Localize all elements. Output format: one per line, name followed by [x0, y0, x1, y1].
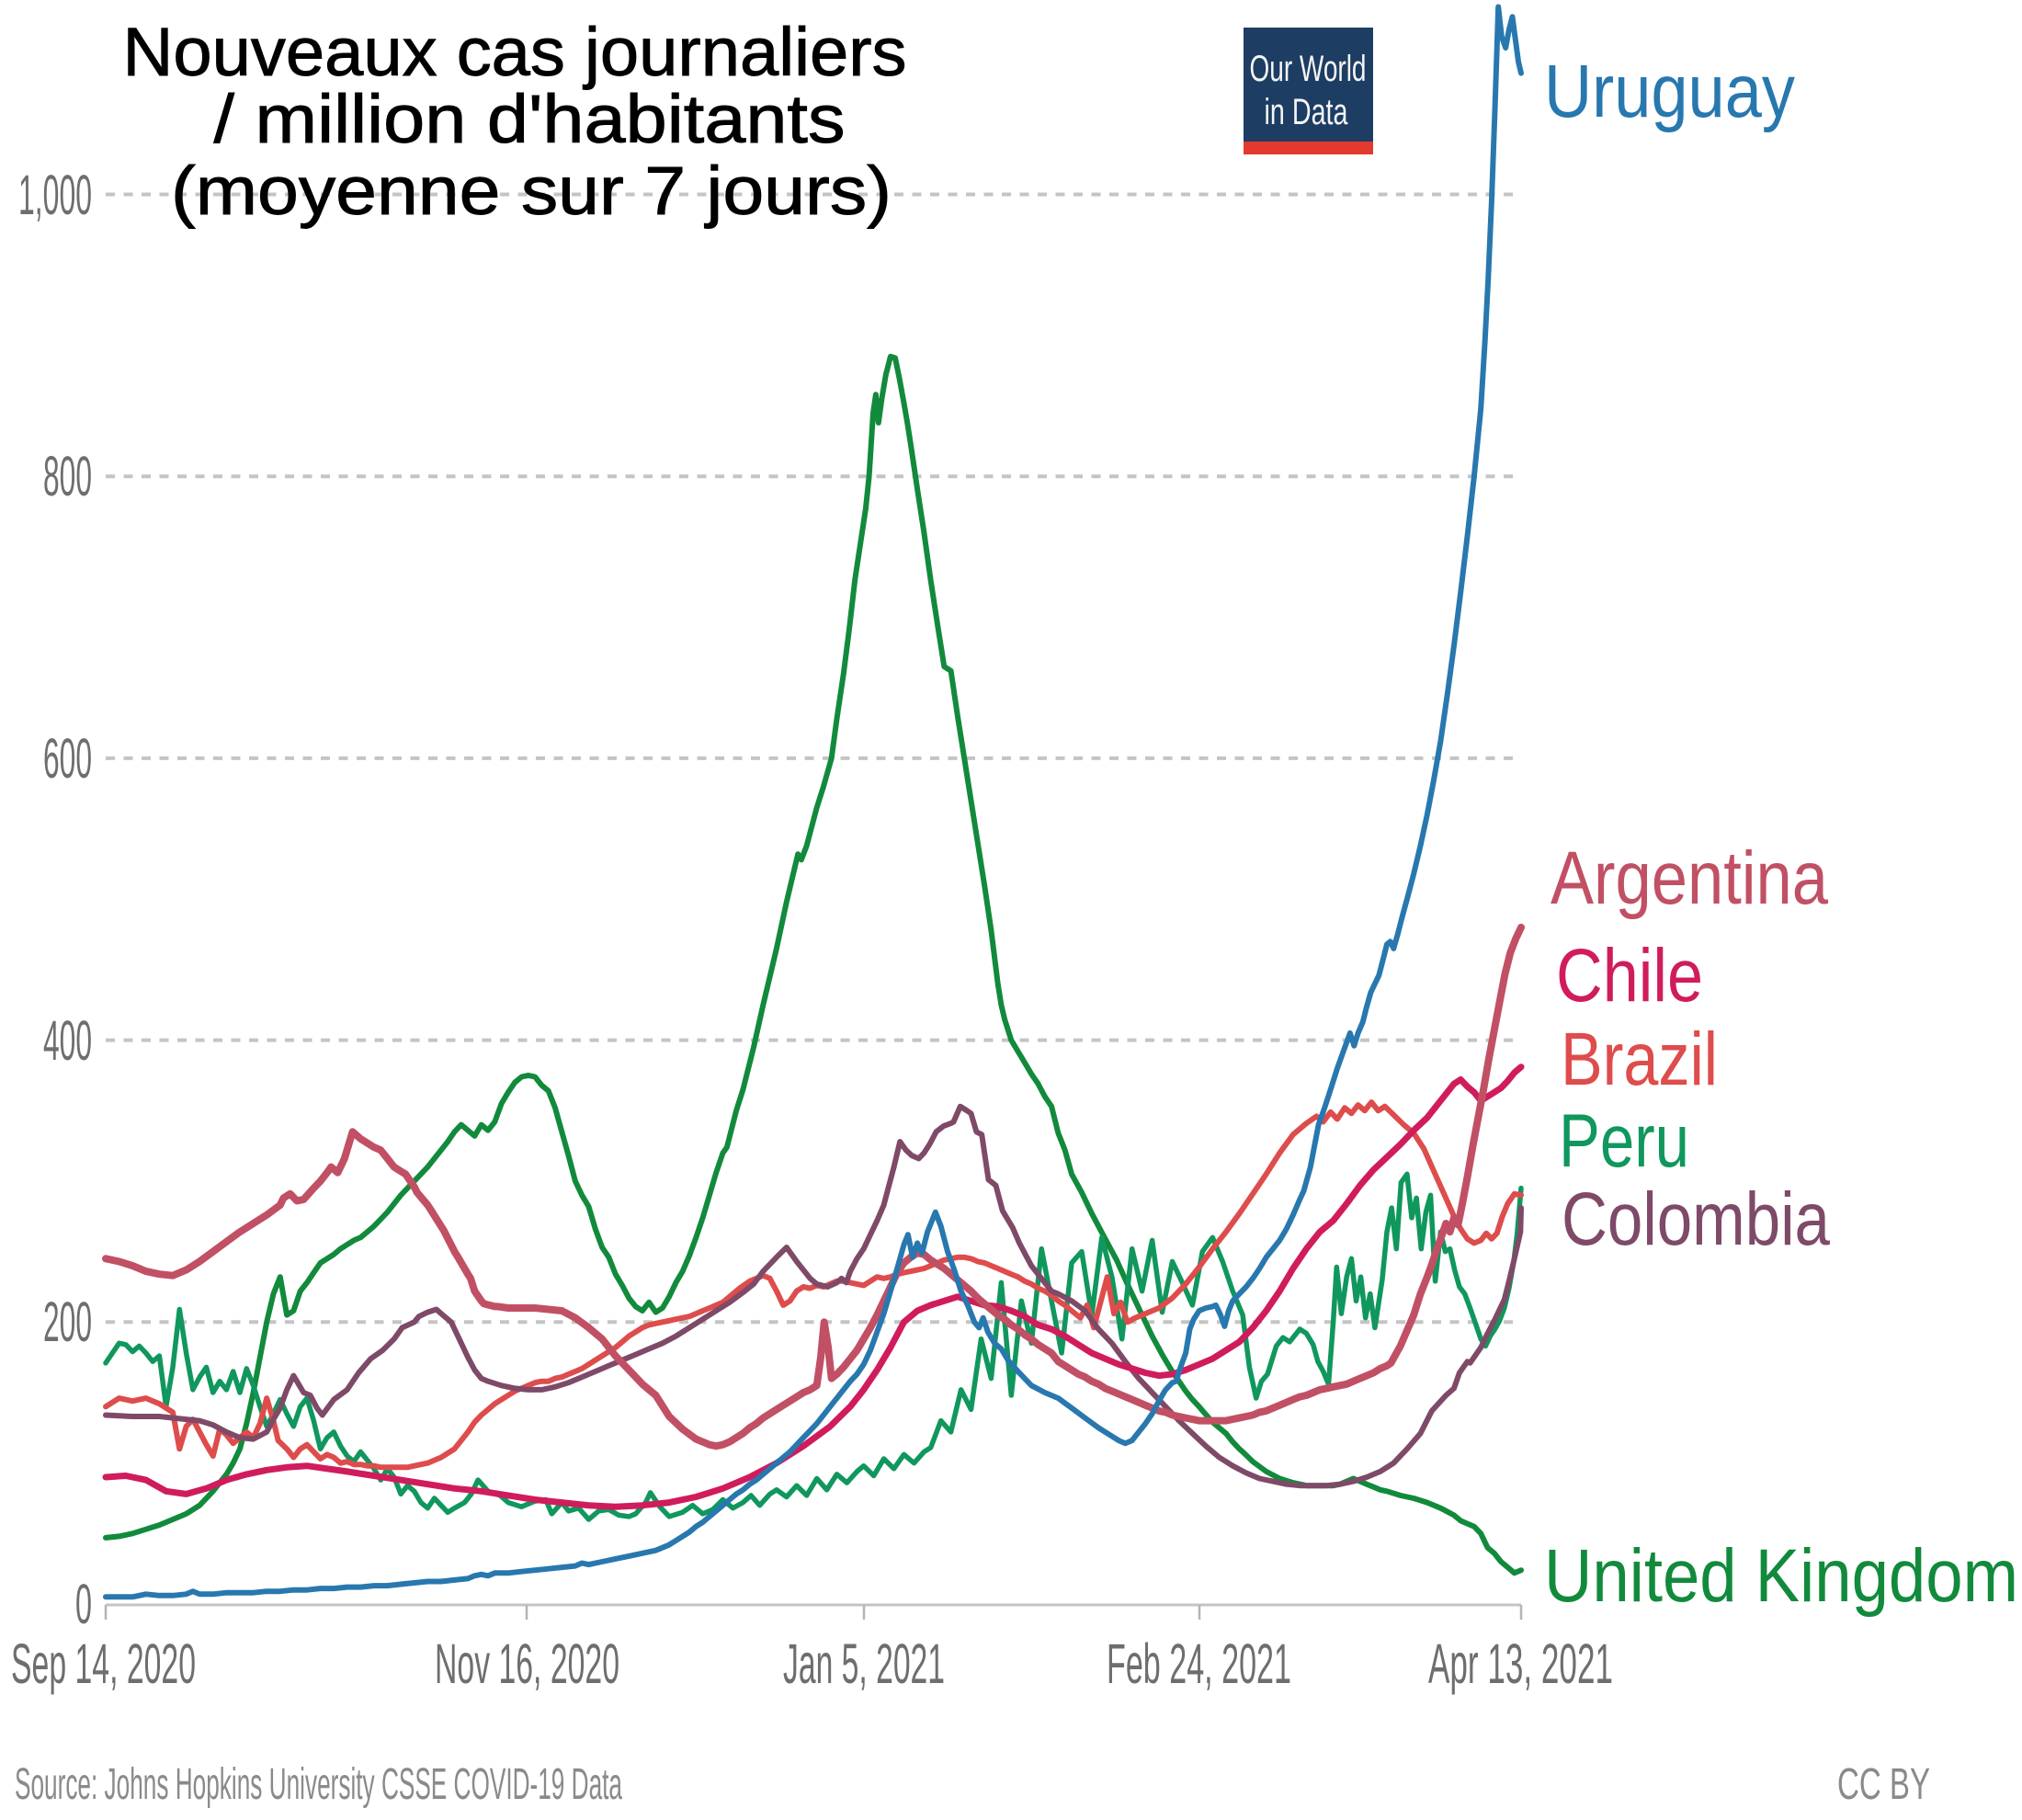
svg-text:Nov 16, 2020: Nov 16, 2020: [435, 1632, 619, 1695]
svg-text:(moyenne sur 7 jours): (moyenne sur 7 jours): [171, 153, 892, 229]
svg-text:Jan 5, 2021: Jan 5, 2021: [783, 1632, 945, 1695]
svg-text:800: 800: [43, 445, 92, 507]
svg-text:1,000: 1,000: [18, 164, 92, 226]
svg-text:CC BY: CC BY: [1837, 1760, 1930, 1809]
svg-text:400: 400: [43, 1009, 92, 1072]
svg-text:Our World: Our World: [1250, 49, 1367, 89]
svg-text:in Data: in Data: [1265, 92, 1349, 132]
svg-text:600: 600: [43, 727, 92, 790]
svg-text:200: 200: [43, 1291, 92, 1353]
svg-text:Sep 14, 2020: Sep 14, 2020: [11, 1632, 196, 1695]
svg-text:Nouveaux cas journaliers: Nouveaux cas journaliers: [123, 14, 907, 90]
svg-text:Chile: Chile: [1556, 934, 1703, 1018]
svg-text:Brazil: Brazil: [1561, 1018, 1718, 1101]
svg-text:Argentina: Argentina: [1551, 836, 1828, 920]
svg-text:/ million d'habitants: / million d'habitants: [214, 81, 846, 157]
svg-text:Uruguay: Uruguay: [1544, 50, 1795, 133]
svg-text:Feb 24, 2021: Feb 24, 2021: [1107, 1632, 1291, 1695]
svg-text:Apr 13, 2021: Apr 13, 2021: [1428, 1632, 1613, 1695]
svg-text:United Kingdom: United Kingdom: [1544, 1534, 2018, 1618]
svg-text:Colombia: Colombia: [1562, 1177, 1830, 1261]
svg-text:0: 0: [75, 1573, 92, 1635]
svg-text:Source: Johns Hopkins Universi: Source: Johns Hopkins University CSSE CO…: [15, 1760, 622, 1809]
svg-text:Peru: Peru: [1559, 1099, 1689, 1183]
